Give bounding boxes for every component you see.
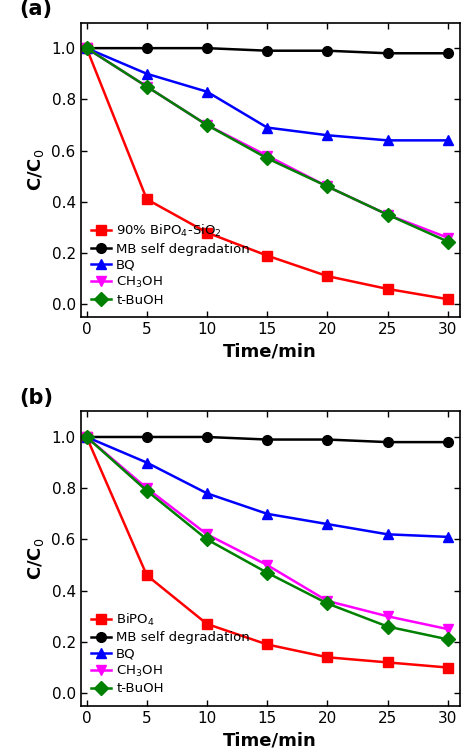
- Legend: 90% BiPO$_4$-SiO$_2$, MB self degradation, BQ, CH$_3$OH, t-BuOH: 90% BiPO$_4$-SiO$_2$, MB self degradatio…: [87, 219, 254, 310]
- Y-axis label: C/C$_0$: C/C$_0$: [26, 149, 46, 191]
- Legend: BiPO$_4$, MB self degradation, BQ, CH$_3$OH, t-BuOH: BiPO$_4$, MB self degradation, BQ, CH$_3…: [87, 608, 254, 699]
- X-axis label: Time/min: Time/min: [223, 342, 317, 360]
- X-axis label: Time/min: Time/min: [223, 731, 317, 749]
- Text: (b): (b): [19, 388, 53, 408]
- Y-axis label: C/C$_0$: C/C$_0$: [26, 538, 46, 580]
- Text: (a): (a): [19, 0, 52, 19]
